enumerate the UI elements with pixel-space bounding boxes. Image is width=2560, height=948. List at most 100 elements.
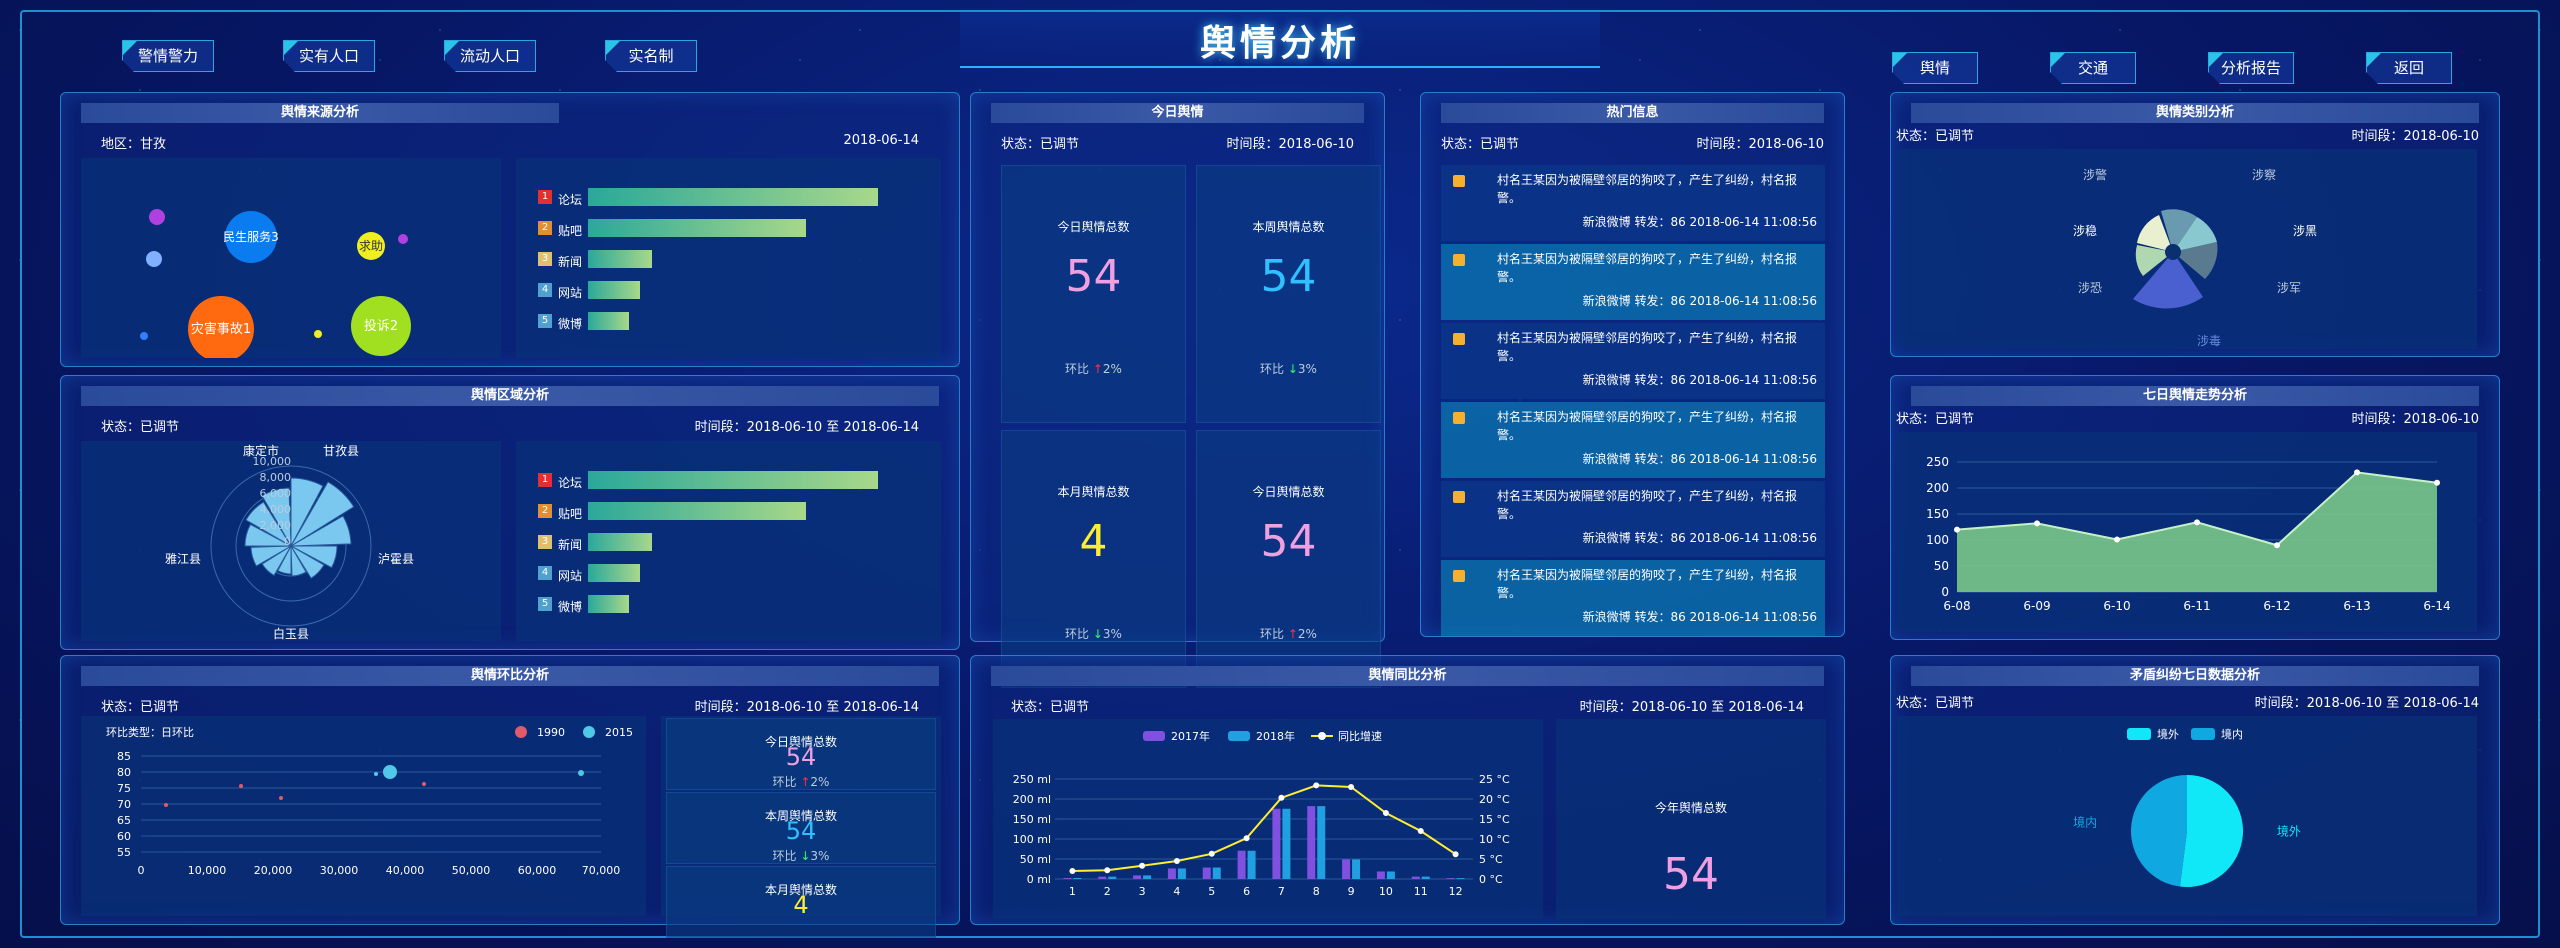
channel-label: 论坛	[558, 193, 583, 207]
growth-point	[1348, 784, 1355, 790]
header-bar	[960, 12, 1600, 68]
bar-2018	[1456, 878, 1465, 879]
growth-point	[1382, 810, 1389, 816]
hot-item: 村名王某因为被隔壁邻居的狗咬了，产生了纠纷，村名报警。 新浪微博 转发：86 20…	[1441, 481, 1825, 557]
bar-2017	[1167, 868, 1176, 879]
category-chart: 涉警 涉察 涉稳 涉黑 涉军 涉恐 涉毒	[1897, 149, 2477, 349]
radial-wedge	[277, 545, 292, 575]
y-tick: 70	[117, 798, 131, 811]
y-left-tick: 0 ml	[1027, 873, 1051, 886]
status-label: 状态：已调节	[1011, 700, 1090, 715]
stat-card: 本月舆情总数 4 环比 ↓3%	[1001, 430, 1186, 688]
category-label: 涉稳	[2073, 223, 2097, 238]
y-tick: 55	[117, 846, 131, 859]
tick: 8,000	[260, 471, 292, 484]
bar-2018	[1108, 876, 1117, 879]
county-label: 雅江县	[165, 551, 201, 566]
stat-label: 本周舆情总数	[764, 809, 837, 824]
rank-badge: 2	[538, 504, 552, 518]
tick: 0	[284, 535, 291, 548]
stat-change: 环比 ↑2%	[667, 773, 935, 790]
county-label: 甘孜县	[323, 444, 359, 458]
legend-dot-1990	[515, 726, 527, 738]
channel-label: 网站	[558, 569, 583, 583]
arrow-up-icon: ↑	[1284, 626, 1298, 641]
y-right-tick: 10 °C	[1479, 833, 1510, 846]
x-tick: 12	[1449, 885, 1463, 898]
x-tick: 7	[1278, 885, 1285, 898]
radial-chart: 10,000 8,000 6,000 4,000 2,000 0 康定市 甘孜县…	[81, 441, 501, 641]
bar-2017	[1342, 859, 1351, 879]
conflict-panel: 矛盾纠纷七日数据分析 状态：已调节 时间段：2018-06-10 至 2018-…	[1890, 655, 2500, 925]
growth-point	[1104, 867, 1111, 874]
trend-point	[2354, 469, 2360, 476]
date-range: 时间段：2018-06-10 至 2018-06-14	[1579, 700, 1804, 715]
hot-source: 新浪微博 转发：86 2018-06-14 11:08:56	[1582, 531, 1817, 545]
channel-label: 新闻	[558, 255, 583, 269]
trend-point	[1954, 526, 1960, 533]
x-tick: 5	[1208, 885, 1215, 898]
channel-label: 新闻	[558, 538, 583, 552]
radial-wedge	[290, 545, 307, 577]
stat-card: 本周舆情总数 54 环比 ↓3%	[666, 792, 936, 864]
radial-wedge	[290, 515, 352, 547]
x-tick: 10	[1379, 885, 1393, 898]
y-tick: 0	[1941, 585, 1949, 599]
nav-traffic[interactable]: 交通	[2050, 52, 2136, 84]
pie-label: 境外	[2277, 823, 2301, 838]
arrow-down-icon: ↓	[1089, 626, 1103, 641]
stat-value: 54	[785, 816, 817, 845]
tick: 4,000	[260, 503, 292, 516]
stat-value: 54	[1260, 516, 1317, 568]
scatter-point	[374, 772, 378, 776]
stat-value: 4	[1079, 516, 1108, 568]
nav-back[interactable]: 返回	[2366, 52, 2452, 84]
rank-badge: 4	[538, 283, 552, 297]
trend-point	[2034, 520, 2040, 527]
nav-opinion[interactable]: 舆情	[1892, 52, 1978, 84]
hot-source: 新浪微博 转发：86 2018-06-14 11:08:56	[1582, 215, 1817, 229]
tick: 6,000	[260, 487, 292, 500]
channel-bar	[588, 281, 641, 299]
stat-change: 环比 ↑2%	[1002, 360, 1185, 377]
bar-2018	[1421, 876, 1430, 879]
nav-population[interactable]: 实有人口	[283, 40, 375, 72]
x-tick: 9	[1348, 885, 1355, 898]
alert-icon	[1453, 491, 1465, 503]
category-panel: 舆情类别分析 状态：已调节 时间段：2018-06-10 涉警 涉察 涉稳 涉黑…	[1890, 92, 2500, 357]
hot-text: 村名王某因为被隔壁邻居的狗咬了，产生了纠纷，村名报警。	[1497, 173, 1798, 205]
scatter-chart: 环比类型：日环比 1990 2015 85 80 75 70 65 60 55 …	[81, 716, 646, 916]
yoy-total: 今年舆情总数 54	[1556, 719, 1826, 919]
nav-report[interactable]: 分析报告	[2208, 52, 2294, 84]
panel-title: 七日舆情走势分析	[1911, 386, 2479, 406]
nav-floating-population[interactable]: 流动人口	[444, 40, 536, 72]
date-range: 时间段：2018-06-10 至 2018-06-14	[694, 420, 919, 435]
radial-wedge	[250, 545, 292, 567]
stat-value: 54	[1260, 251, 1317, 303]
radial-wedge	[261, 487, 292, 547]
date-label: 时间段：2018-06-10	[2351, 412, 2479, 427]
panel-title: 舆情环比分析	[81, 666, 939, 686]
hot-text: 村名王某因为被隔壁邻居的狗咬了，产生了纠纷，村名报警。	[1497, 568, 1798, 600]
scatter-point	[578, 770, 584, 776]
channel-bar	[588, 471, 878, 489]
stat-card: 本周舆情总数 54 环比 ↓3%	[1196, 165, 1381, 423]
panel-title: 舆情同比分析	[991, 666, 1824, 686]
rank-badge: 4	[538, 566, 552, 580]
growth-point	[1243, 835, 1250, 842]
change-percent: 2%	[1297, 626, 1317, 641]
hot-text: 村名王某因为被隔壁邻居的狗咬了，产生了纠纷，村名报警。	[1497, 331, 1798, 363]
bubble-small-purple	[149, 209, 165, 225]
alert-icon	[1453, 412, 1465, 424]
arrow-up-icon: ↑	[1089, 361, 1103, 376]
growth-point	[1452, 851, 1459, 858]
status-label: 状态：已调节	[1896, 696, 1975, 711]
stat-change: 环比 ↓3%	[1002, 625, 1185, 642]
panel-title: 舆情类别分析	[1911, 103, 2479, 123]
nav-real-name[interactable]: 实名制	[605, 40, 697, 72]
bar-2018	[1386, 871, 1395, 879]
nav-police[interactable]: 警情警力	[122, 40, 214, 72]
legend-swatch-2017	[1143, 731, 1165, 741]
alert-icon	[1453, 175, 1465, 187]
growth-point	[1139, 862, 1146, 869]
